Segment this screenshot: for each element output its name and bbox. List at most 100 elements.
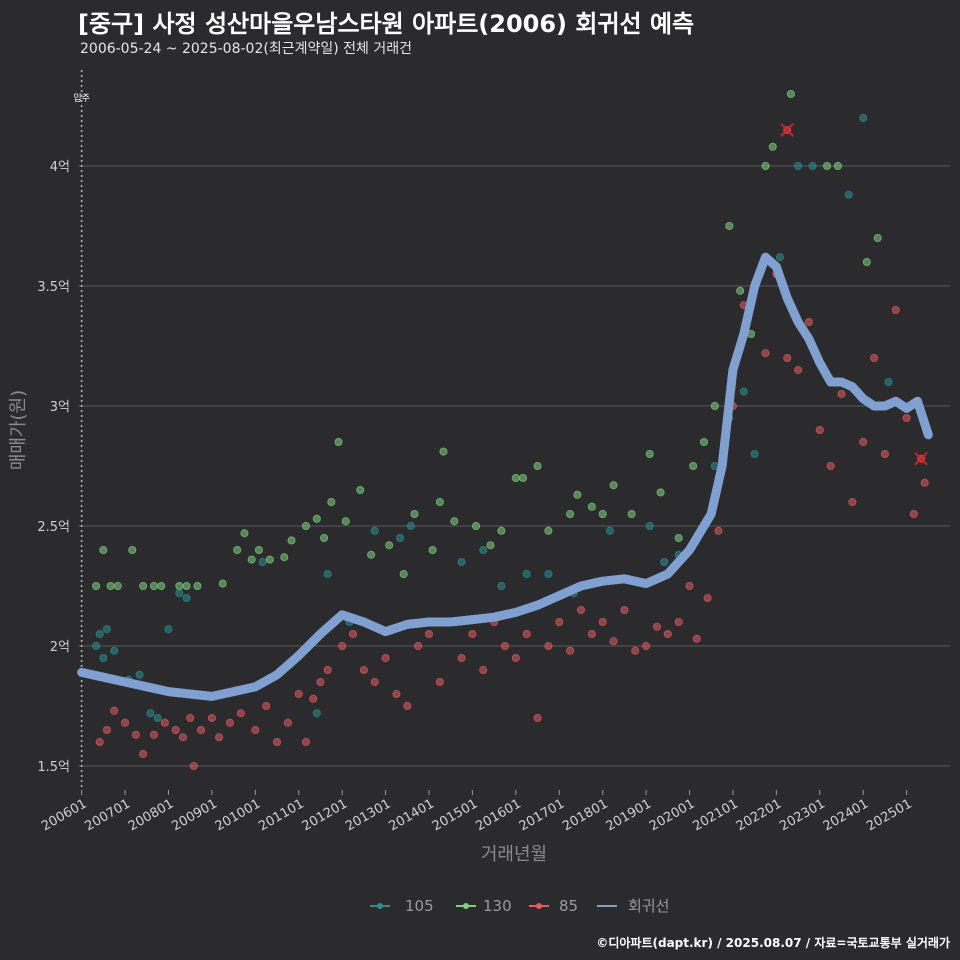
point-85 bbox=[251, 726, 260, 735]
point-130 bbox=[247, 555, 256, 564]
point-105 bbox=[153, 714, 162, 723]
point-85 bbox=[309, 694, 318, 703]
x-tick-label: 201201 bbox=[300, 796, 350, 834]
point-105 bbox=[406, 522, 415, 531]
point-85 bbox=[435, 678, 444, 687]
point-130 bbox=[301, 522, 310, 531]
point-85 bbox=[522, 630, 531, 639]
point-105 bbox=[323, 570, 332, 579]
point-105 bbox=[859, 114, 868, 123]
point-105 bbox=[739, 387, 748, 396]
point-85 bbox=[500, 642, 509, 651]
x-tick-label: 202401 bbox=[821, 796, 871, 834]
movein-annotation: 입주 bbox=[73, 70, 90, 790]
point-130 bbox=[367, 550, 376, 559]
legend-item-130: 130 bbox=[456, 897, 512, 915]
point-85 bbox=[761, 349, 770, 358]
point-105 bbox=[110, 646, 119, 655]
point-130 bbox=[587, 502, 596, 511]
point-105 bbox=[396, 534, 405, 543]
point-130 bbox=[450, 517, 459, 526]
point-130 bbox=[435, 497, 444, 506]
point-85 bbox=[880, 449, 889, 458]
point-85 bbox=[160, 718, 169, 727]
regression-path bbox=[77, 252, 933, 701]
legend-key-dot bbox=[377, 903, 383, 909]
y-tick-label: 4억 bbox=[50, 160, 70, 175]
point-85 bbox=[273, 738, 282, 747]
point-85 bbox=[403, 702, 412, 711]
point-130 bbox=[385, 541, 394, 550]
legend-key-dot bbox=[536, 903, 542, 909]
point-130 bbox=[627, 509, 636, 518]
point-105 bbox=[479, 546, 488, 555]
point-85 bbox=[262, 702, 271, 711]
y-tick-label: 2억 bbox=[50, 640, 70, 655]
x-tick-label: 202101 bbox=[690, 796, 740, 834]
x-tick-label: 200801 bbox=[126, 796, 176, 834]
point-130 bbox=[533, 461, 542, 470]
x-tick-label: 201301 bbox=[343, 796, 393, 834]
point-130 bbox=[265, 555, 274, 564]
point-85 bbox=[909, 509, 918, 518]
point-85 bbox=[102, 726, 111, 735]
point-130 bbox=[157, 582, 166, 591]
point-130 bbox=[193, 582, 202, 591]
point-85 bbox=[587, 630, 596, 639]
point-105 bbox=[750, 449, 759, 458]
y-tick-label: 3억 bbox=[50, 400, 70, 415]
point-85 bbox=[316, 678, 325, 687]
point-130 bbox=[786, 90, 795, 99]
point-85 bbox=[359, 666, 368, 675]
x-axis-title: 거래년월 bbox=[481, 844, 547, 865]
x-tick-label: 201601 bbox=[473, 796, 523, 834]
point-130 bbox=[175, 582, 184, 591]
point-130 bbox=[410, 509, 419, 518]
point-130 bbox=[710, 401, 719, 410]
legend-label: 105 bbox=[405, 897, 434, 915]
point-130 bbox=[399, 570, 408, 579]
point-85 bbox=[714, 526, 723, 535]
point-85 bbox=[457, 654, 466, 663]
x-tick-label: 200701 bbox=[83, 796, 133, 834]
point-85 bbox=[533, 714, 542, 723]
point-105 bbox=[182, 594, 191, 603]
point-85 bbox=[414, 642, 423, 651]
point-105 bbox=[645, 522, 654, 531]
x-tick-label: 202201 bbox=[734, 796, 784, 834]
x-marker bbox=[780, 123, 794, 137]
point-105 bbox=[497, 582, 506, 591]
point-85 bbox=[685, 582, 694, 591]
point-130 bbox=[609, 481, 618, 490]
point-130 bbox=[544, 526, 553, 535]
point-130 bbox=[486, 541, 495, 550]
point-85 bbox=[215, 733, 224, 742]
point-105 bbox=[794, 161, 803, 170]
legend-label: 85 bbox=[559, 897, 578, 915]
point-130 bbox=[725, 221, 734, 230]
point-130 bbox=[823, 161, 832, 170]
x-tick-label: 201101 bbox=[256, 796, 306, 834]
point-85 bbox=[283, 718, 292, 727]
point-105 bbox=[544, 570, 553, 579]
point-85 bbox=[598, 618, 607, 627]
point-130 bbox=[149, 582, 158, 591]
movein-label: 입주 bbox=[73, 92, 90, 104]
point-85 bbox=[815, 425, 824, 434]
x-tick-label: 200601 bbox=[39, 796, 89, 834]
point-130 bbox=[428, 546, 437, 555]
x-tick-labels: 2006012007012008012009012010012011012012… bbox=[39, 790, 915, 834]
point-85 bbox=[870, 353, 879, 362]
point-85 bbox=[620, 606, 629, 615]
highlight-markers bbox=[780, 123, 928, 466]
point-85 bbox=[189, 762, 198, 771]
point-130 bbox=[689, 461, 698, 470]
point-85 bbox=[609, 637, 618, 646]
point-130 bbox=[511, 473, 520, 482]
point-130 bbox=[736, 286, 745, 295]
point-130 bbox=[240, 529, 249, 538]
point-130 bbox=[341, 517, 350, 526]
chart-subtitle: 2006-05-24 ~ 2025-08-02(최근계약일) 전체 거래건 bbox=[80, 41, 412, 57]
point-130 bbox=[113, 582, 122, 591]
point-85 bbox=[349, 630, 358, 639]
